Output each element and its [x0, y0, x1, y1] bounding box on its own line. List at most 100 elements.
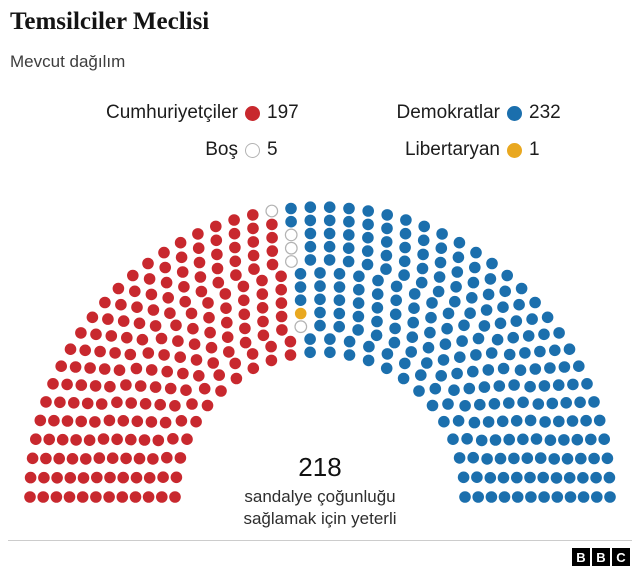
seat-dot-demokratlar — [458, 319, 470, 332]
seat-dot-cumhuriyetciler — [38, 471, 50, 484]
seat-dot-cumhuriyetciler — [50, 491, 63, 503]
seat-dot-demokratlar — [294, 294, 307, 307]
seat-dot-cumhuriyetciler — [133, 317, 146, 330]
seat-dot-demokratlar — [333, 294, 346, 307]
seat-dot-cumhuriyetciler — [145, 364, 158, 376]
bbc-logo-letter: B — [592, 548, 610, 566]
legend-value: 1 — [529, 139, 540, 160]
seat-dot-demokratlar — [468, 416, 481, 429]
seat-dot-demokratlar — [513, 298, 525, 311]
seat-dot-demokratlar — [408, 302, 420, 315]
seat-dot-cumhuriyetciler — [127, 269, 139, 282]
seat-dot-demokratlar — [381, 209, 394, 221]
seat-dot-cumhuriyetciler — [238, 308, 251, 321]
seat-dot-demokratlar — [352, 297, 365, 309]
seat-dot-demokratlar — [324, 333, 336, 345]
seat-dot-demokratlar — [563, 472, 576, 484]
legend-item-libertaryan: Libertaryan 1 — [337, 139, 575, 161]
seat-dot-demokratlar — [496, 415, 509, 428]
seat-dot-demokratlar — [361, 258, 374, 271]
seat-dot-demokratlar — [343, 229, 355, 241]
seat-dot-demokratlar — [577, 472, 589, 484]
seat-dot-cumhuriyetciler — [76, 491, 89, 503]
seat-dot-cumhuriyetciler — [91, 471, 103, 484]
seat-dot-cumhuriyetciler — [40, 396, 52, 408]
seat-dot-demokratlar — [573, 360, 585, 373]
gold-party-dot-icon — [507, 142, 522, 158]
seat-dot-demokratlar — [453, 452, 466, 464]
seat-dot-demokratlar — [450, 281, 462, 293]
seat-dot-cumhuriyetciler — [247, 362, 260, 375]
seat-dot-demokratlar — [333, 281, 346, 293]
seat-dot-cumhuriyetciler — [26, 452, 39, 465]
seat-dot-demokratlar — [517, 396, 529, 409]
seat-dot-cumhuriyetciler — [104, 471, 116, 484]
seat-dot-cumhuriyetciler — [51, 472, 63, 484]
page-title: Temsilciler Meclisi — [10, 8, 210, 35]
seat-dot-cumhuriyetciler — [121, 331, 133, 344]
seat-dot-demokratlar — [416, 262, 429, 275]
seat-dot-demokratlar — [400, 214, 412, 226]
seat-dot-cumhuriyetciler — [228, 227, 241, 240]
seat-dot-cumhuriyetciler — [143, 273, 156, 285]
seat-dot-demokratlar — [413, 385, 425, 397]
seat-dot-demokratlar — [593, 414, 606, 427]
seat-dot-demokratlar — [560, 397, 572, 409]
seat-dot-cumhuriyetciler — [86, 311, 99, 324]
seat-dot-demokratlar — [526, 313, 538, 325]
seat-dot-demokratlar — [372, 274, 384, 287]
seat-dot-cumhuriyetciler — [156, 491, 168, 503]
seat-dot-bos — [294, 320, 308, 334]
legend-item-bos: Boş 5 — [65, 139, 313, 161]
seat-dot-cumhuriyetciler — [55, 360, 67, 373]
seat-dot-cumhuriyetciler — [103, 491, 115, 503]
seat-dot-cumhuriyetciler — [160, 276, 173, 289]
seat-dot-cumhuriyetciler — [61, 378, 73, 391]
seat-dot-demokratlar — [304, 333, 316, 345]
seat-dot-demokratlar — [497, 471, 510, 484]
seat-dot-cumhuriyetciler — [103, 414, 116, 427]
seat-dot-demokratlar — [381, 222, 393, 235]
seat-dot-cumhuriyetciler — [30, 433, 42, 446]
seat-dot-demokratlar — [541, 311, 554, 324]
seat-dot-cumhuriyetciler — [190, 415, 202, 428]
seat-dot-cumhuriyetciler — [181, 433, 193, 446]
seat-dot-demokratlar — [544, 434, 557, 447]
seat-dot-demokratlar — [285, 202, 297, 215]
seat-dot-demokratlar — [390, 294, 403, 307]
seat-dot-cumhuriyetciler — [147, 453, 159, 465]
seat-dot-cumhuriyetciler — [180, 384, 192, 397]
seat-dot-cumhuriyetciler — [167, 433, 179, 445]
seat-dot-demokratlar — [324, 346, 336, 359]
seat-dot-cumhuriyetciler — [97, 433, 110, 445]
seat-dot-cumhuriyetciler — [174, 351, 186, 364]
seat-dot-demokratlar — [425, 311, 437, 324]
seat-dot-demokratlar — [588, 452, 600, 465]
seat-dot-cumhuriyetciler — [187, 322, 199, 335]
seat-dot-demokratlar — [571, 433, 584, 446]
seat-dot-demokratlar — [353, 283, 365, 296]
seat-dot-demokratlar — [456, 335, 468, 347]
seat-dot-cumhuriyetciler — [247, 209, 259, 221]
seat-dot-cumhuriyetciler — [117, 315, 130, 327]
seat-dot-demokratlar — [463, 382, 476, 395]
seat-dot-demokratlar — [389, 322, 401, 335]
seat-dot-demokratlar — [285, 215, 297, 228]
seat-dot-cumhuriyetciler — [142, 257, 154, 270]
seat-dot-cumhuriyetciler — [40, 452, 52, 465]
seat-dot-demokratlar — [361, 245, 374, 257]
seat-dot-demokratlar — [529, 363, 542, 375]
seat-dot-demokratlar — [494, 452, 507, 465]
seat-dot-demokratlar — [461, 433, 473, 445]
seat-dot-demokratlar — [362, 354, 375, 367]
seat-dot-demokratlar — [550, 472, 563, 484]
seat-dot-demokratlar — [466, 292, 478, 304]
seat-dot-cumhuriyetciler — [178, 281, 190, 293]
seat-dot-demokratlar — [371, 315, 383, 328]
seat-dot-demokratlar — [436, 228, 448, 240]
seat-dot-cumhuriyetciler — [81, 397, 94, 410]
seat-dot-cumhuriyetciler — [193, 256, 206, 269]
seat-dot-demokratlar — [452, 251, 465, 264]
seat-dot-cumhuriyetciler — [131, 301, 143, 314]
seat-dot-demokratlar — [566, 415, 579, 427]
